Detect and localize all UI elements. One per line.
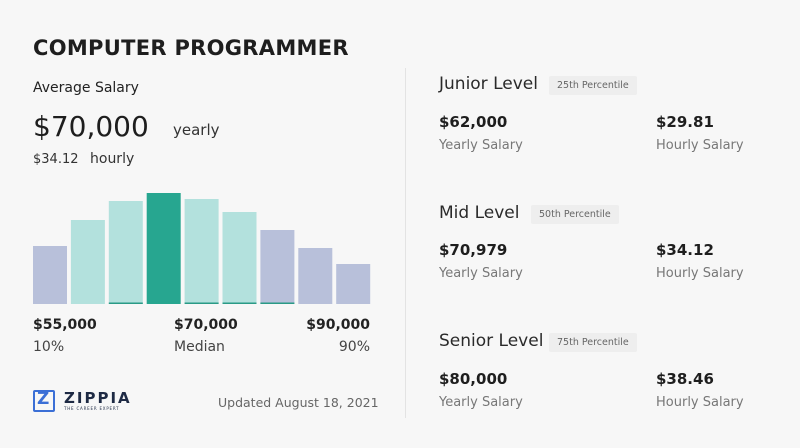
bar-accent-line — [260, 302, 295, 304]
tick-label-low: $55,000 — [33, 317, 97, 333]
hourly-value: $38.46 — [656, 370, 714, 388]
bar-accent-line — [184, 302, 219, 304]
hourly-value: $29.81 — [656, 113, 714, 131]
bar — [70, 220, 105, 304]
percentile-badge: 50th Percentile — [531, 205, 619, 224]
average-hourly-salary: $34.12 — [33, 152, 79, 167]
yearly-label: Yearly Salary — [439, 266, 523, 281]
page-title: COMPUTER PROGRAMMER — [33, 36, 349, 60]
percentile-badge: 75th Percentile — [549, 333, 637, 352]
bar — [336, 264, 371, 304]
bar — [184, 199, 219, 304]
updated-date: Updated August 18, 2021 — [218, 395, 379, 410]
yearly-label: yearly — [173, 121, 220, 139]
salary-histogram — [33, 193, 371, 304]
bar — [222, 212, 257, 304]
zippia-logo-icon: Z — [33, 389, 55, 412]
level-name: Mid Level — [439, 203, 520, 223]
level-name: Junior Level — [439, 74, 538, 94]
divider — [405, 68, 406, 418]
average-salary-label: Average Salary — [33, 80, 139, 96]
tick-label-high: $90,000 — [306, 317, 370, 333]
bar — [260, 230, 295, 304]
bar-median — [146, 193, 181, 304]
brand-tagline: THE CAREER EXPERT — [64, 406, 120, 411]
tick-label-median: $70,000 — [174, 317, 238, 333]
hourly-label: Hourly Salary — [656, 138, 744, 153]
hourly-value: $34.12 — [656, 241, 714, 259]
bar — [108, 201, 143, 304]
tick-sub-median: Median — [174, 339, 225, 355]
yearly-value: $62,000 — [439, 113, 508, 131]
yearly-label: Yearly Salary — [439, 138, 523, 153]
hourly-label: hourly — [90, 151, 135, 167]
tick-sub-low: 10% — [33, 339, 65, 355]
level-name: Senior Level — [439, 331, 544, 351]
bar-accent-line — [222, 302, 257, 304]
hourly-label: Hourly Salary — [656, 395, 744, 410]
yearly-value: $70,979 — [439, 241, 508, 259]
yearly-label: Yearly Salary — [439, 395, 523, 410]
average-yearly-salary: $70,000 — [33, 110, 149, 143]
bar — [33, 246, 67, 304]
bar-accent-line — [108, 302, 143, 304]
hourly-label: Hourly Salary — [656, 266, 744, 281]
tick-sub-high: 90% — [338, 339, 370, 355]
brand-name: ZIPPIA — [64, 389, 132, 407]
yearly-value: $80,000 — [439, 370, 508, 388]
bar — [298, 248, 333, 304]
percentile-badge: 25th Percentile — [549, 76, 637, 95]
